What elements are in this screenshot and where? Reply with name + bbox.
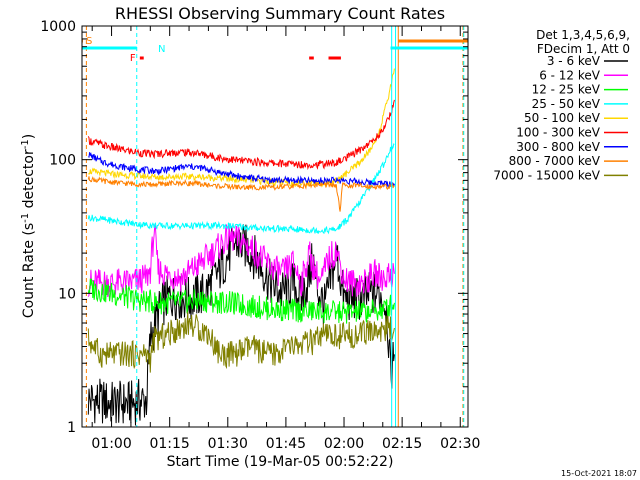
legend: Det 1,3,4,5,6,9,FDecim 1, Att 03 - 6 keV… bbox=[493, 28, 630, 182]
plot-frame bbox=[81, 25, 469, 428]
legend-label-100-300-kev: 100 - 300 keV bbox=[516, 126, 600, 140]
y-axis-label-part3: ) bbox=[21, 134, 37, 139]
x-tick-label: 01:30 bbox=[208, 436, 248, 452]
series-line-800-7000-kev bbox=[87, 176, 395, 212]
plot-series bbox=[87, 68, 395, 426]
series-line-12-25-kev bbox=[87, 278, 395, 324]
series-line-25-50-kev bbox=[87, 143, 395, 235]
legend-label-12-25-kev: 12 - 25 keV bbox=[532, 83, 601, 97]
x-tick-label: 01:45 bbox=[266, 436, 306, 452]
chart-title: RHESSI Observing Summary Count Rates bbox=[115, 4, 445, 23]
y-tick-label: 1 bbox=[67, 420, 76, 436]
y-axis-label: Count Rate (s-1 detector-1) bbox=[20, 134, 37, 318]
top-bar-label-n: N bbox=[158, 44, 165, 55]
series-line-300-800-kev bbox=[88, 152, 395, 188]
series-line-7000-15000-kev bbox=[87, 311, 395, 373]
y-tick-label: 10 bbox=[58, 286, 76, 302]
y-axis-label-part2: detector bbox=[21, 149, 37, 213]
y-axis-label-part1: Count Rate (s bbox=[21, 223, 37, 318]
x-axis: 01:00 01:15 01:30 01:45 02:00 02:15 02:30 bbox=[91, 26, 480, 452]
legend-label-3-6-kev: 3 - 6 keV bbox=[547, 54, 601, 68]
legend-label-50-100-kev: 50 - 100 keV bbox=[524, 111, 601, 125]
x-tick-label: 01:00 bbox=[91, 436, 131, 452]
plot-annotations: S N F bbox=[82, 26, 468, 427]
timestamp-label: 15-Oct-2021 18:07 bbox=[561, 469, 637, 478]
legend-header-line: Det 1,3,4,5,6,9, bbox=[536, 28, 630, 42]
flare-bar-label-f: F bbox=[130, 53, 136, 64]
legend-label-300-800-kev: 300 - 800 keV bbox=[516, 140, 600, 154]
top-bar-label-s: S bbox=[86, 36, 92, 47]
series-line-100-300-kev bbox=[87, 99, 395, 171]
y-axis: 1 10 100 1000 bbox=[40, 19, 468, 436]
legend-label-800-7000-kev: 800 - 7000 keV bbox=[509, 154, 601, 168]
x-tick-label: 02:00 bbox=[324, 436, 364, 452]
x-tick-label: 02:30 bbox=[440, 436, 480, 452]
y-axis-label-sup2: -1 bbox=[20, 139, 31, 149]
x-tick-label: 01:15 bbox=[149, 436, 189, 452]
x-tick-label: 02:15 bbox=[382, 436, 422, 452]
series-line-6-12-kev bbox=[87, 223, 395, 298]
legend-label-25-50-kev: 25 - 50 keV bbox=[532, 97, 601, 111]
x-axis-label: Start Time (19-Mar-05 00:52:22) bbox=[167, 454, 394, 470]
y-axis-label-sup1: -1 bbox=[20, 213, 31, 223]
legend-header-line: FDecim 1, Att 0 bbox=[537, 42, 630, 56]
y-tick-label: 100 bbox=[49, 153, 76, 169]
series-line-3-6-kev bbox=[87, 224, 395, 426]
legend-label-7000-15000-kev: 7000 - 15000 keV bbox=[493, 168, 600, 182]
legend-label-6-12-kev: 6 - 12 keV bbox=[539, 68, 601, 82]
y-tick-label: 1000 bbox=[40, 19, 76, 35]
